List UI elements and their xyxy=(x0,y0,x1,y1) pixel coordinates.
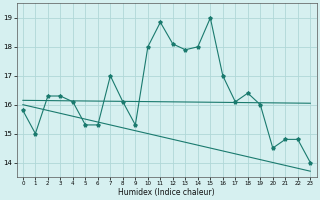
X-axis label: Humidex (Indice chaleur): Humidex (Indice chaleur) xyxy=(118,188,215,197)
